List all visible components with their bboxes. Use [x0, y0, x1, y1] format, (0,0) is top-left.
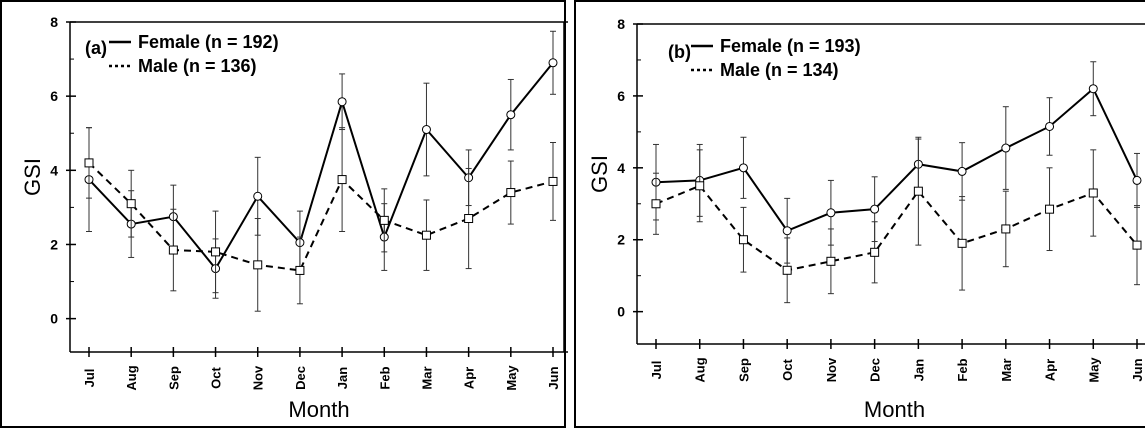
data-point: [168, 245, 178, 255]
y-tick-label: 8: [617, 16, 625, 32]
legend-label-1: Male (n = 134): [720, 60, 839, 80]
legend-label-1: Male (n = 136): [138, 56, 257, 76]
series-line: [88, 62, 554, 271]
x-axis-title: Month: [288, 397, 349, 422]
data-point: [651, 199, 661, 209]
data-point: [295, 265, 305, 275]
x-tick-label-jul: Jul: [649, 361, 664, 380]
legend-label-0: Female (n = 192): [138, 32, 279, 52]
y-tick-label: 2: [617, 232, 625, 248]
y-tick-label: 2: [50, 236, 58, 252]
x-tick-label-aug: Aug: [693, 357, 708, 382]
data-point: [506, 110, 516, 120]
x-tick-label-mar: Mar: [419, 366, 434, 389]
data-point: [253, 260, 263, 270]
x-tick-label-apr: Apr: [1043, 359, 1058, 381]
x-tick-label-jul: Jul: [82, 369, 97, 388]
x-tick-label-nov: Nov: [824, 357, 839, 382]
series-line: [655, 184, 1138, 272]
x-tick-label-feb: Feb: [377, 366, 392, 389]
x-axis-title: Month: [864, 397, 925, 422]
chart-b-svg: 0 2 4 6 8 Jul Aug Sep Oct Nov Dec Jan Feb Mar Apr May Ju…: [587, 16, 1145, 422]
series-female: [84, 30, 558, 299]
y-tick-label: 6: [617, 88, 625, 104]
data-point: [695, 181, 705, 191]
series-male: [651, 136, 1142, 304]
y-tick-label: 8: [50, 14, 58, 30]
x-tick-label-dec: Dec: [868, 358, 883, 382]
data-point: [379, 215, 389, 225]
data-point: [1132, 175, 1142, 185]
data-point: [1088, 84, 1098, 94]
data-point: [870, 204, 880, 214]
y-axis-title: GSI: [587, 155, 612, 193]
chart-panel-a: 0 2 4 6 8 Jul Aug Sep Oct Nov Dec Jan Feb Mar Apr May Ju…: [0, 0, 568, 428]
x-tick-label-apr: Apr: [462, 367, 477, 389]
x-tick-label-jan: Jan: [335, 367, 350, 389]
x-tick-label-may: May: [504, 365, 519, 391]
data-point: [548, 58, 558, 68]
data-point: [253, 191, 263, 201]
data-point: [782, 265, 792, 275]
data-point: [506, 188, 516, 198]
x-tick-label-mar: Mar: [999, 358, 1014, 381]
x-tick-label-oct: Oct: [209, 366, 224, 388]
data-point: [738, 235, 748, 245]
y-tick-label: 0: [50, 311, 58, 327]
y-tick-label: 6: [50, 88, 58, 104]
panel-label: (a): [85, 38, 107, 58]
data-point: [1132, 240, 1142, 250]
data-point: [1045, 204, 1055, 214]
x-tick-label-sep: Sep: [166, 366, 181, 390]
x-tick-label-nov: Nov: [251, 365, 266, 390]
data-point: [1001, 143, 1011, 153]
data-point: [126, 199, 136, 209]
data-point: [1088, 188, 1098, 198]
data-point: [913, 186, 923, 196]
data-point: [421, 125, 431, 135]
y-tick-label: 4: [617, 160, 625, 176]
x-tick-label-jun: Jun: [1130, 358, 1145, 381]
x-tick-label-feb: Feb: [955, 358, 970, 381]
data-point: [1045, 121, 1055, 131]
chart-panel-b: 0 2 4 6 8 Jul Aug Sep Oct Nov Dec Jan Feb Mar Apr May Ju…: [574, 0, 1145, 428]
data-point: [84, 158, 94, 168]
series-line: [655, 87, 1138, 232]
series-male: [84, 127, 558, 312]
data-point: [464, 214, 474, 224]
x-tick-label-jan: Jan: [911, 359, 926, 381]
data-point: [548, 176, 558, 186]
x-tick-label-aug: Aug: [124, 365, 139, 390]
data-point: [957, 238, 967, 248]
x-tick-label-oct: Oct: [780, 358, 795, 380]
data-point: [1001, 224, 1011, 234]
data-point: [337, 175, 347, 185]
data-point: [337, 97, 347, 107]
series-female: [651, 61, 1142, 264]
x-tick-label-dec: Dec: [293, 366, 308, 390]
data-point: [421, 230, 431, 240]
chart-a-svg: 0 2 4 6 8 Jul Aug Sep Oct Nov Dec Jan Feb Mar Apr May Ju…: [20, 14, 568, 422]
x-tick-label-jun: Jun: [546, 366, 561, 389]
y-tick-label: 0: [617, 304, 625, 320]
data-point: [957, 166, 967, 176]
data-point: [826, 256, 836, 266]
panel-label: (b): [668, 42, 691, 62]
data-point: [211, 247, 221, 257]
data-point: [826, 208, 836, 218]
data-point: [870, 247, 880, 257]
y-tick-label: 4: [50, 162, 58, 178]
x-tick-label-may: May: [1086, 357, 1101, 383]
y-axis-title: GSI: [20, 158, 45, 196]
series-line: [88, 162, 554, 272]
legend-label-0: Female (n = 193): [720, 36, 861, 56]
data-point: [782, 226, 792, 236]
x-tick-label-sep: Sep: [736, 358, 751, 382]
data-point: [738, 163, 748, 173]
